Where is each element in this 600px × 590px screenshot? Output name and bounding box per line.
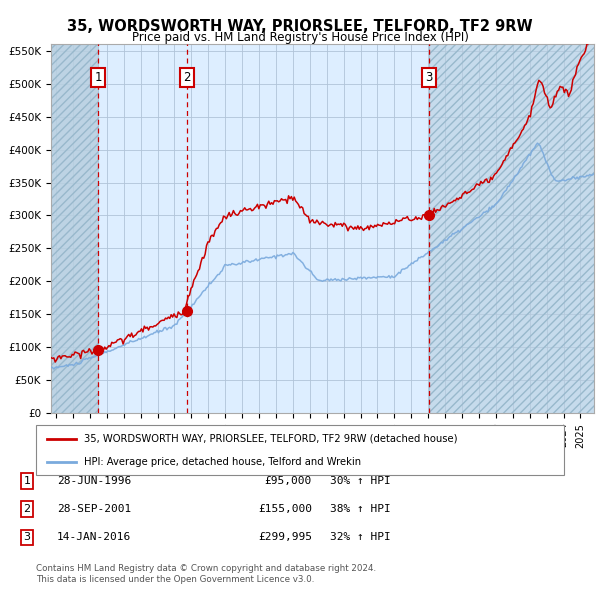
Text: £299,995: £299,995 — [258, 533, 312, 542]
Text: This data is licensed under the Open Government Licence v3.0.: This data is licensed under the Open Gov… — [36, 575, 314, 584]
Text: 32% ↑ HPI: 32% ↑ HPI — [330, 533, 391, 542]
Text: 14-JAN-2016: 14-JAN-2016 — [57, 533, 131, 542]
FancyBboxPatch shape — [36, 425, 564, 475]
Text: 2: 2 — [183, 71, 191, 84]
Text: £95,000: £95,000 — [265, 476, 312, 486]
Bar — [429, 44, 594, 413]
Text: 35, WORDSWORTH WAY, PRIORSLEE, TELFORD, TF2 9RW: 35, WORDSWORTH WAY, PRIORSLEE, TELFORD, … — [67, 19, 533, 34]
Text: 1: 1 — [94, 71, 102, 84]
Bar — [429, 44, 594, 413]
Text: Price paid vs. HM Land Registry's House Price Index (HPI): Price paid vs. HM Land Registry's House … — [131, 31, 469, 44]
Text: 28-SEP-2001: 28-SEP-2001 — [57, 504, 131, 514]
Text: £155,000: £155,000 — [258, 504, 312, 514]
Text: 28-JUN-1996: 28-JUN-1996 — [57, 476, 131, 486]
Text: 30% ↑ HPI: 30% ↑ HPI — [330, 476, 391, 486]
Text: 3: 3 — [23, 533, 31, 542]
Bar — [51, 44, 98, 413]
Text: 35, WORDSWORTH WAY, PRIORSLEE, TELFORD, TF2 9RW (detached house): 35, WORDSWORTH WAY, PRIORSLEE, TELFORD, … — [83, 434, 457, 444]
Text: 38% ↑ HPI: 38% ↑ HPI — [330, 504, 391, 514]
Text: 2: 2 — [23, 504, 31, 514]
Bar — [51, 44, 98, 413]
Text: Contains HM Land Registry data © Crown copyright and database right 2024.: Contains HM Land Registry data © Crown c… — [36, 565, 376, 573]
Text: 3: 3 — [425, 71, 433, 84]
Text: 1: 1 — [23, 476, 31, 486]
Text: HPI: Average price, detached house, Telford and Wrekin: HPI: Average price, detached house, Telf… — [83, 457, 361, 467]
